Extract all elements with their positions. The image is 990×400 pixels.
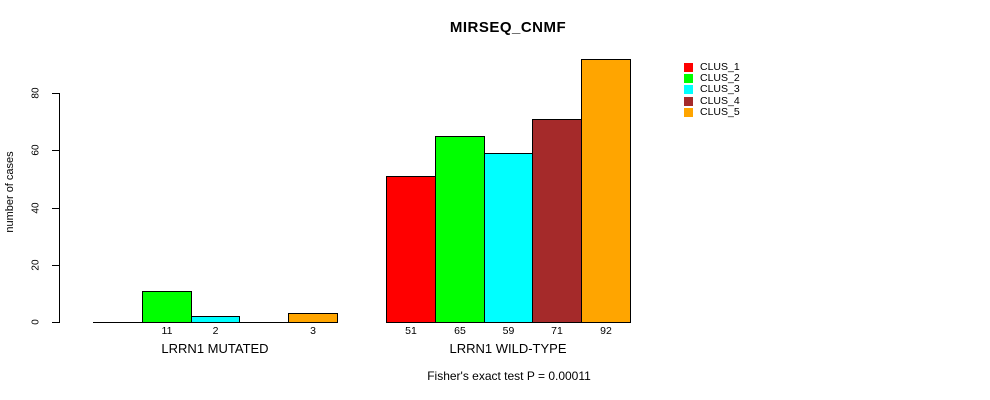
bar-value-label: 51 — [405, 325, 417, 337]
bar-value-label: 3 — [310, 325, 316, 337]
y-tick — [52, 93, 59, 94]
y-tick-label: 60 — [30, 144, 42, 156]
y-tick — [52, 264, 59, 266]
bar — [386, 176, 436, 323]
y-axis — [59, 93, 60, 323]
bar — [581, 59, 631, 323]
bar — [288, 313, 338, 323]
bar-value-label: 92 — [600, 325, 612, 337]
bar-value-label: 59 — [502, 325, 515, 337]
bar — [484, 153, 533, 323]
zero-bar — [239, 322, 289, 323]
bar — [191, 316, 240, 323]
bar — [435, 136, 485, 323]
y-tick-label: 20 — [30, 259, 42, 271]
y-tick-label: 80 — [30, 87, 42, 99]
chart-title: MIRSEQ_CNMF — [449, 19, 567, 36]
y-tick-label: 40 — [30, 201, 42, 214]
y-tick — [52, 322, 59, 323]
zero-bar — [93, 322, 143, 323]
bar-value-label: 65 — [454, 325, 466, 337]
stat-annotation: Fisher's exact test P = 0.00011 — [427, 369, 591, 383]
bar-value-label: 11 — [161, 325, 173, 337]
y-tick — [52, 207, 59, 209]
category-label: LRRN1 MUTATED — [161, 341, 269, 356]
bar-value-label: 71 — [551, 325, 563, 337]
category-label: LRRN1 WILD-TYPE — [449, 341, 567, 356]
y-tick-label: 0 — [30, 319, 42, 325]
bar-value-label: 2 — [212, 325, 219, 337]
y-tick — [52, 150, 59, 152]
bar — [532, 119, 582, 323]
bar — [142, 291, 192, 323]
